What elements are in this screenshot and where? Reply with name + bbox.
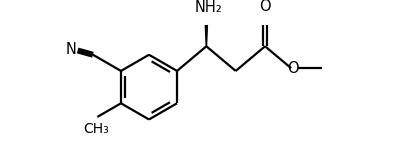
Text: N: N (65, 42, 76, 57)
Polygon shape (205, 21, 208, 46)
Text: NH₂: NH₂ (195, 0, 223, 15)
Text: O: O (259, 0, 271, 14)
Text: O: O (287, 61, 299, 76)
Text: CH₃: CH₃ (83, 122, 109, 136)
